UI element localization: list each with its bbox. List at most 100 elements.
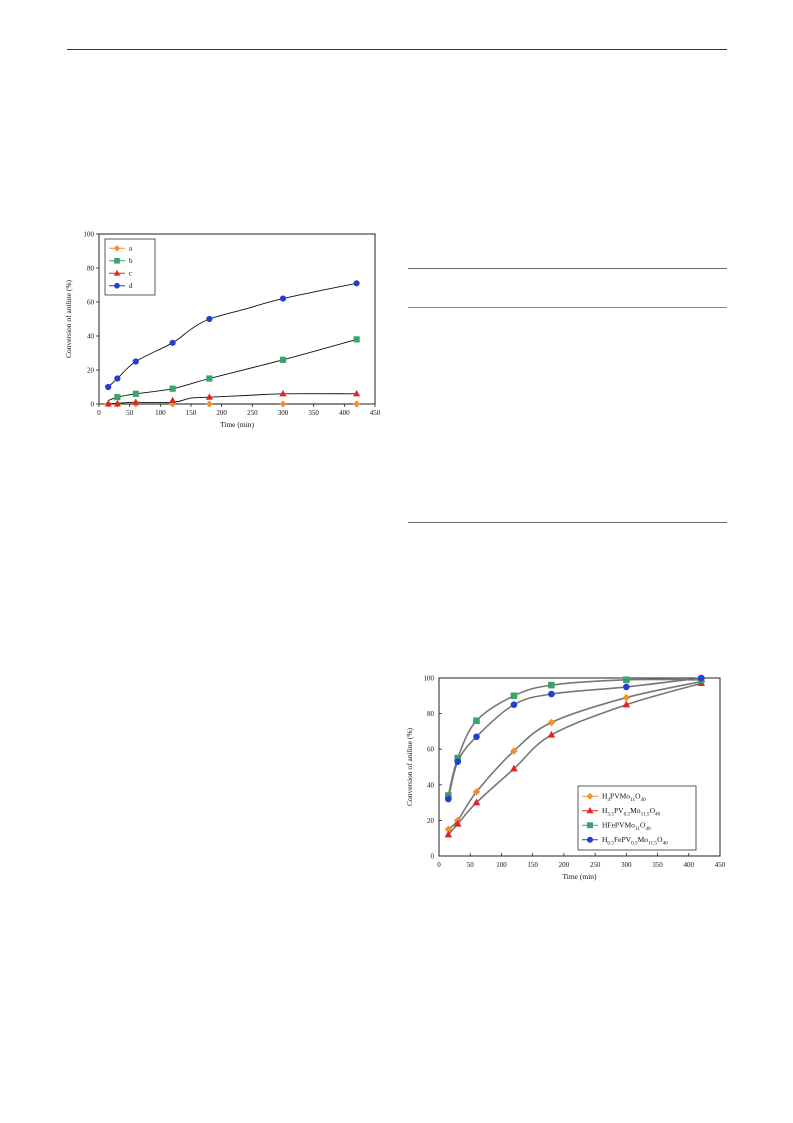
table-bottom-rule bbox=[408, 522, 727, 523]
data-point bbox=[444, 830, 453, 838]
x-tick-label: 100 bbox=[155, 409, 166, 417]
y-tick-label: 60 bbox=[87, 298, 95, 306]
plot-area-frame bbox=[438, 677, 721, 857]
y-tick-label: 0 bbox=[431, 852, 435, 860]
legend-marker bbox=[587, 836, 594, 843]
series-3 bbox=[104, 389, 361, 407]
data-point bbox=[473, 733, 480, 741]
data-point bbox=[623, 676, 630, 684]
x-tick-label: 350 bbox=[652, 861, 663, 869]
data-point bbox=[169, 396, 177, 404]
legend-marker bbox=[113, 245, 121, 252]
series-4 bbox=[105, 280, 360, 391]
data-point bbox=[622, 693, 631, 702]
x-axis-label: Time (min) bbox=[220, 420, 255, 429]
x-tick-label: 200 bbox=[216, 409, 227, 417]
data-point bbox=[697, 674, 705, 682]
data-point bbox=[445, 795, 452, 803]
x-tick-label: 400 bbox=[339, 409, 350, 417]
data-point bbox=[132, 358, 139, 365]
data-point bbox=[353, 336, 360, 343]
series-3 bbox=[445, 676, 705, 799]
data-point bbox=[114, 375, 121, 382]
data-point bbox=[104, 400, 112, 407]
x-tick-label: 150 bbox=[527, 861, 538, 869]
data-point bbox=[132, 398, 140, 405]
data-point bbox=[510, 747, 518, 755]
x-tick-label: 50 bbox=[126, 409, 133, 417]
x-tick-label: 100 bbox=[496, 861, 507, 869]
data-point bbox=[206, 315, 213, 323]
legend-label: a bbox=[129, 245, 133, 253]
legend-marker bbox=[113, 269, 121, 276]
y-tick-label: 40 bbox=[427, 781, 435, 789]
data-point bbox=[279, 400, 287, 408]
x-tick-label: 150 bbox=[186, 409, 197, 417]
legend: H4​PVMo11​O40​ H3.5​PV0.5​Mo11.5​O40​ HFeP… bbox=[577, 785, 697, 851]
data-point bbox=[279, 389, 287, 397]
x-tick-label: 50 bbox=[467, 861, 475, 869]
data-point bbox=[473, 717, 480, 725]
x-tick-label: 0 bbox=[97, 409, 101, 417]
series-2 bbox=[444, 679, 706, 838]
data-point bbox=[472, 798, 481, 806]
y-axis-label: Conversion of aniline (%) bbox=[64, 279, 73, 358]
x-axis-label: Time (min) bbox=[562, 872, 597, 881]
x-tick-label: 300 bbox=[621, 861, 632, 869]
data-point bbox=[353, 280, 360, 287]
data-point bbox=[453, 819, 462, 827]
x-tick-label: 450 bbox=[370, 409, 381, 417]
legend-label: H0.5​FePV0.5​Mo11.5​O40​ bbox=[602, 835, 668, 847]
y-tick-label: 80 bbox=[427, 710, 435, 718]
y-tick-label: 60 bbox=[427, 746, 435, 754]
x-tick-label: 300 bbox=[278, 409, 289, 417]
data-point bbox=[548, 681, 555, 689]
x-tick-label: 250 bbox=[247, 409, 258, 417]
y-tick-label: 40 bbox=[87, 332, 95, 340]
legend-label: d bbox=[129, 282, 133, 290]
y-tick-label: 0 bbox=[91, 400, 95, 408]
y-tick-label: 20 bbox=[87, 366, 95, 374]
table-top-rule bbox=[408, 268, 727, 269]
legend-marker bbox=[114, 257, 120, 264]
x-tick-label: 200 bbox=[559, 861, 570, 869]
legend-label: H4​PVMo11​O40​ bbox=[602, 792, 646, 804]
y-axis-label: Conversion of aniline (%) bbox=[405, 727, 414, 806]
y-tick-label: 100 bbox=[424, 674, 435, 682]
data-point bbox=[454, 758, 462, 765]
legend-label: b bbox=[129, 257, 133, 265]
x-tick-label: 0 bbox=[437, 861, 441, 869]
data-point bbox=[547, 718, 556, 727]
data-point bbox=[548, 690, 555, 698]
data-point bbox=[279, 295, 287, 302]
data-point bbox=[105, 383, 112, 391]
legend-marker bbox=[586, 792, 594, 800]
data-point bbox=[510, 701, 518, 709]
data-point bbox=[353, 389, 361, 397]
legend-label: H3.5​PV0.5​Mo11.5​O40​ bbox=[602, 806, 661, 818]
series-line bbox=[108, 338, 357, 402]
series-2 bbox=[108, 336, 360, 402]
chart-conversion-heteropolyacids: 0 50 100 150 200 250 300 350 400 450 0 20 40 60 80 100 T… bbox=[405, 674, 726, 881]
data-point bbox=[279, 356, 287, 363]
x-tick-label: 450 bbox=[715, 861, 726, 869]
legend-label: c bbox=[129, 270, 132, 278]
data-point bbox=[114, 394, 121, 401]
data-point bbox=[206, 375, 213, 382]
data-point bbox=[547, 730, 556, 738]
legend-marker bbox=[114, 282, 120, 289]
data-point bbox=[353, 400, 361, 408]
x-tick-label: 250 bbox=[590, 861, 601, 869]
data-point bbox=[169, 339, 176, 346]
data-point bbox=[205, 400, 213, 408]
page-header-rule bbox=[67, 49, 727, 50]
data-point bbox=[205, 393, 213, 400]
data-point bbox=[623, 683, 630, 691]
series-1 bbox=[104, 400, 361, 408]
series-4 bbox=[445, 674, 705, 803]
data-point bbox=[132, 390, 139, 397]
y-tick-label: 20 bbox=[427, 817, 435, 825]
x-tick-label: 350 bbox=[308, 409, 319, 417]
series-line bbox=[108, 393, 357, 405]
